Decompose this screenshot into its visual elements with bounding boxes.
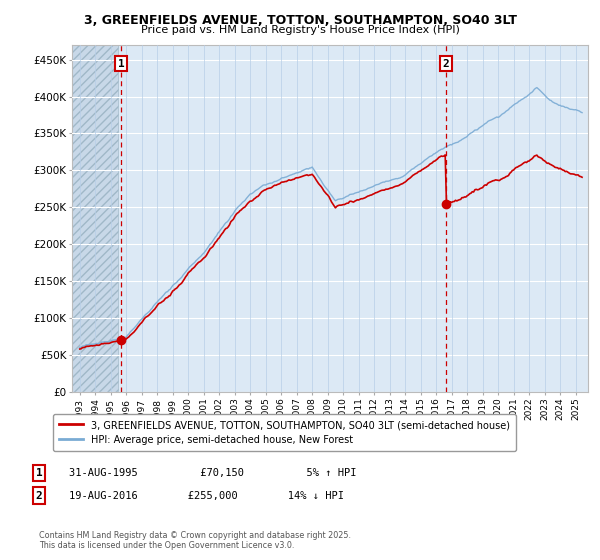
Text: 1: 1 bbox=[118, 59, 124, 69]
Text: 19-AUG-2016        £255,000        14% ↓ HPI: 19-AUG-2016 £255,000 14% ↓ HPI bbox=[69, 491, 344, 501]
Text: 3, GREENFIELDS AVENUE, TOTTON, SOUTHAMPTON, SO40 3LT: 3, GREENFIELDS AVENUE, TOTTON, SOUTHAMPT… bbox=[83, 14, 517, 27]
Bar bbox=[72, 45, 118, 392]
Text: 2: 2 bbox=[35, 491, 43, 501]
Bar bbox=[72, 45, 118, 392]
Text: 31-AUG-1995          £70,150          5% ↑ HPI: 31-AUG-1995 £70,150 5% ↑ HPI bbox=[69, 468, 356, 478]
Text: 1: 1 bbox=[35, 468, 43, 478]
Legend: 3, GREENFIELDS AVENUE, TOTTON, SOUTHAMPTON, SO40 3LT (semi-detached house), HPI:: 3, GREENFIELDS AVENUE, TOTTON, SOUTHAMPT… bbox=[53, 414, 515, 451]
Text: Price paid vs. HM Land Registry's House Price Index (HPI): Price paid vs. HM Land Registry's House … bbox=[140, 25, 460, 35]
Text: Contains HM Land Registry data © Crown copyright and database right 2025.
This d: Contains HM Land Registry data © Crown c… bbox=[39, 530, 351, 550]
Text: 2: 2 bbox=[443, 59, 449, 69]
